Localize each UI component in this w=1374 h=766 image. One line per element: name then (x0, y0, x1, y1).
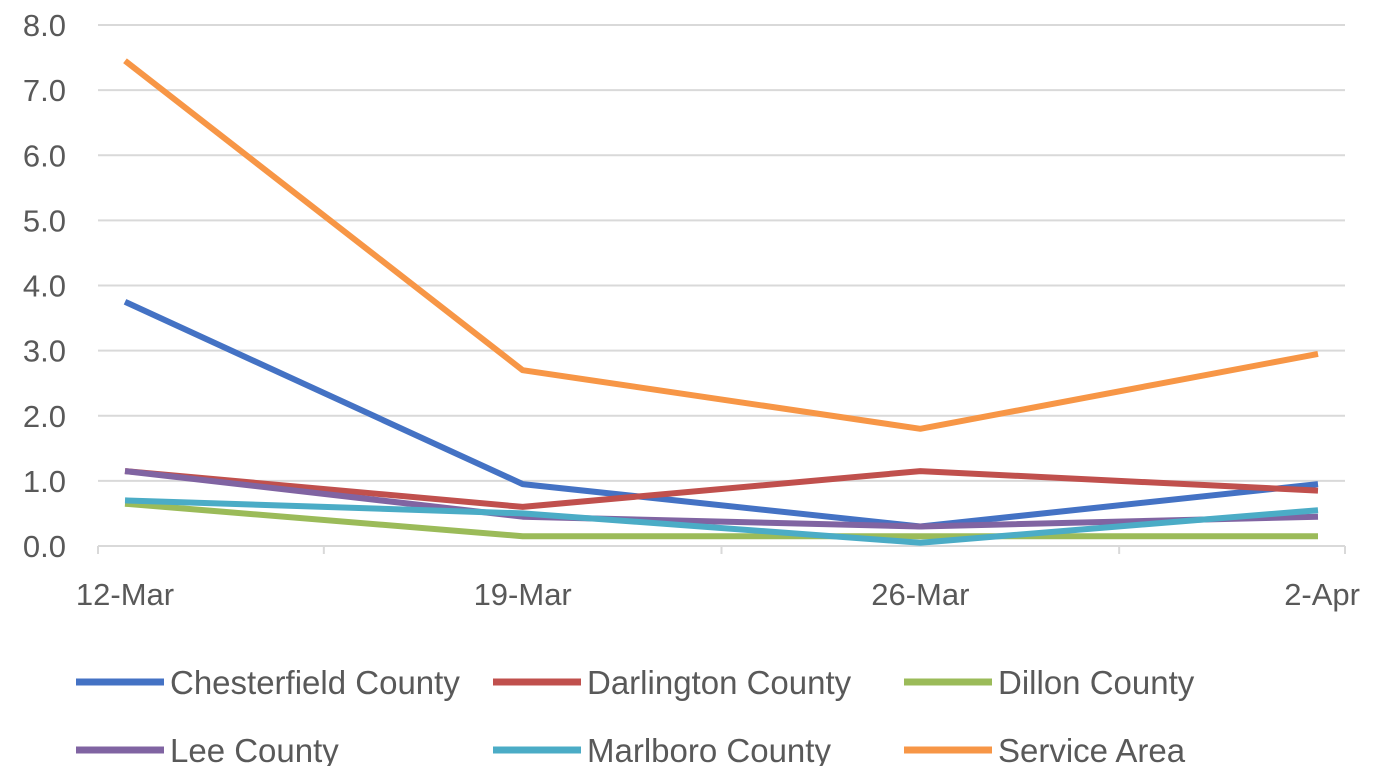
y-tick-label: 5.0 (23, 203, 66, 238)
x-axis: 12-Mar 19-Mar 26-Mar 2-Apr (76, 545, 1360, 612)
y-tick-label: 8.0 (23, 8, 66, 43)
series-line-darlington-county (124, 468, 1319, 510)
legend: Chesterfield County Darlington County Dill… (76, 664, 1195, 766)
x-tick-label: 19-Mar (474, 577, 572, 612)
series-line-chesterfield-county (123, 299, 1319, 530)
legend-label: Lee County (170, 732, 339, 766)
legend-label: Dillon County (998, 664, 1195, 701)
legend-label: Darlington County (587, 664, 852, 701)
series-line-marlboro-county (124, 497, 1319, 546)
y-tick-label: 2.0 (23, 399, 66, 434)
legend-label: Marlboro County (587, 732, 831, 766)
series-line-service-area (123, 58, 1319, 432)
x-tick-label: 12-Mar (76, 577, 174, 612)
y-tick-label: 6.0 (23, 138, 66, 173)
series-line-dillon-county (124, 500, 1318, 540)
y-tick-label: 0.0 (23, 529, 66, 564)
gridlines (98, 24, 1345, 482)
y-tick-label: 3.0 (23, 334, 66, 369)
series-lines (123, 58, 1319, 546)
legend-label: Chesterfield County (170, 664, 460, 701)
y-tick-label: 4.0 (23, 269, 66, 304)
x-tick-label: 2-Apr (1284, 577, 1360, 612)
x-tick-label: 26-Mar (871, 577, 969, 612)
y-tick-label: 7.0 (23, 73, 66, 108)
y-tick-label: 1.0 (23, 464, 66, 499)
y-axis: 0.0 1.0 2.0 3.0 4.0 5.0 6.0 7.0 8.0 (23, 8, 66, 564)
series-line-lee-county (124, 468, 1319, 530)
legend-label: Service Area (998, 732, 1186, 766)
